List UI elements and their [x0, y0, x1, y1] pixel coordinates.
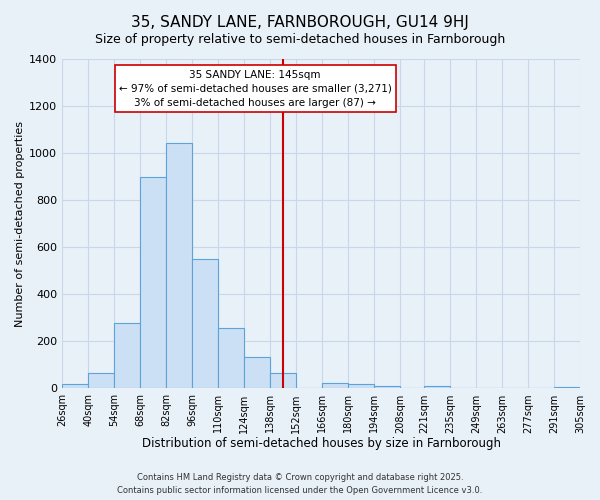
- X-axis label: Distribution of semi-detached houses by size in Farnborough: Distribution of semi-detached houses by …: [142, 437, 500, 450]
- Text: Contains HM Land Registry data © Crown copyright and database right 2025.
Contai: Contains HM Land Registry data © Crown c…: [118, 474, 482, 495]
- Text: 35 SANDY LANE: 145sqm
← 97% of semi-detached houses are smaller (3,271)
3% of se: 35 SANDY LANE: 145sqm ← 97% of semi-deta…: [119, 70, 392, 108]
- Text: Size of property relative to semi-detached houses in Farnborough: Size of property relative to semi-detach…: [95, 32, 505, 46]
- Bar: [270, 373, 296, 388]
- Text: 35, SANDY LANE, FARNBOROUGH, GU14 9HJ: 35, SANDY LANE, FARNBOROUGH, GU14 9HJ: [131, 15, 469, 30]
- Bar: [424, 386, 450, 388]
- Bar: [88, 373, 114, 388]
- Bar: [114, 322, 140, 388]
- Bar: [374, 386, 400, 388]
- Bar: [244, 356, 270, 388]
- Bar: [62, 384, 88, 388]
- Bar: [218, 328, 244, 388]
- Bar: [140, 176, 166, 388]
- Bar: [322, 382, 348, 388]
- Bar: [192, 259, 218, 388]
- Bar: [348, 384, 374, 388]
- Y-axis label: Number of semi-detached properties: Number of semi-detached properties: [15, 120, 25, 326]
- Bar: [166, 142, 192, 388]
